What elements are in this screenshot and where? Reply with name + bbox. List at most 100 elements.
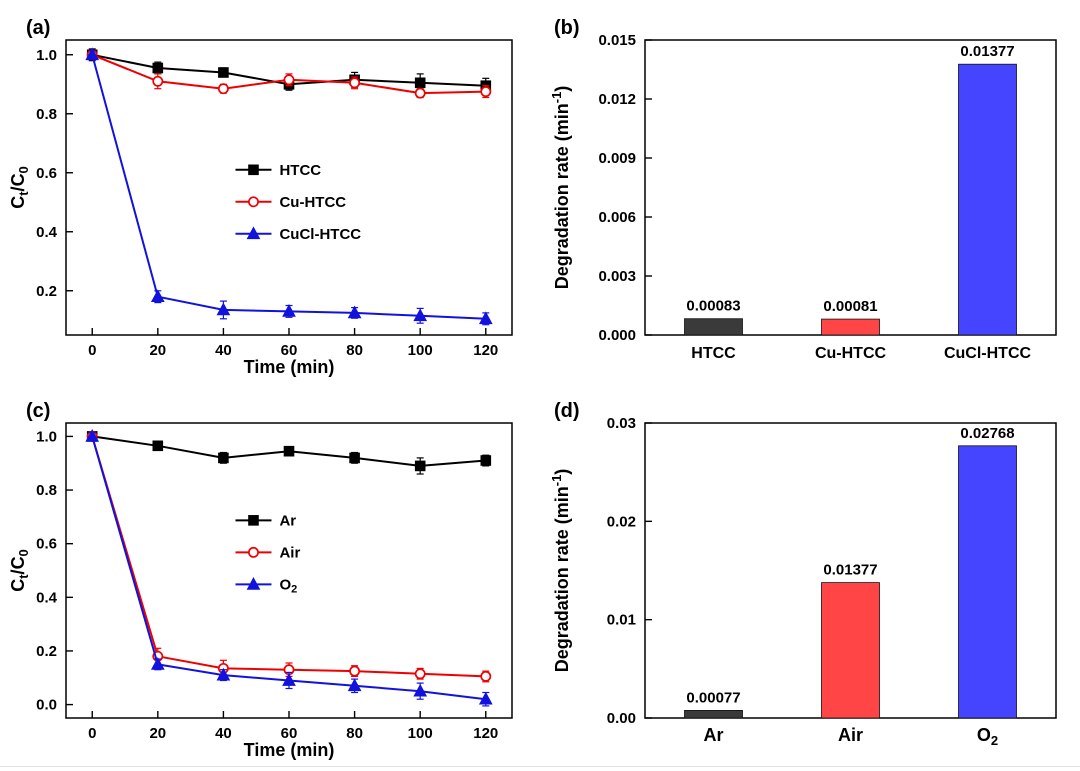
x-tick-label: 80 xyxy=(346,725,363,742)
bar-value-label: 0.00083 xyxy=(686,298,740,315)
x-tick-label: 40 xyxy=(215,725,232,742)
legend-label: Cu-HTCC xyxy=(279,194,346,211)
y-tick-label: 0.00 xyxy=(607,710,636,727)
marker-circle xyxy=(283,74,295,86)
panel-label: (c) xyxy=(26,400,50,422)
category-label: HTCC xyxy=(691,345,736,362)
x-tick-label: 20 xyxy=(149,342,166,359)
marker-square xyxy=(248,515,259,526)
bar xyxy=(821,318,880,336)
marker-square xyxy=(480,455,492,466)
panel-b-degradation-rate-bar-chart: (b) 0.000 0.003 0.006 0.009 0.012 0.015 0.00083… xyxy=(540,0,1080,383)
marker-square xyxy=(218,67,229,78)
bar xyxy=(821,582,880,719)
bar xyxy=(958,63,1017,336)
bar xyxy=(684,709,743,719)
marker-circle xyxy=(414,87,426,99)
x-tick-label: 60 xyxy=(281,725,298,742)
x-tick-label: 0 xyxy=(88,342,96,359)
category-label: Air xyxy=(838,725,863,745)
marker-circle xyxy=(480,86,492,98)
marker-triangle xyxy=(478,311,493,325)
bar-value-label: 0.01377 xyxy=(823,562,877,579)
category-label: O2 xyxy=(977,725,998,748)
x-tick-label: 100 xyxy=(408,725,433,742)
marker-triangle xyxy=(347,678,362,692)
y-tick-label: 1.0 xyxy=(36,47,57,64)
marker-triangle xyxy=(478,691,493,705)
legend-label: Ar xyxy=(279,512,296,529)
marker-triangle xyxy=(216,667,231,681)
y-tick-label: 0.8 xyxy=(36,482,57,499)
marker-triangle xyxy=(150,657,165,670)
x-tick-label: 40 xyxy=(215,342,232,359)
marker-triangle xyxy=(85,47,100,61)
marker-triangle xyxy=(413,308,428,322)
panel-label: (a) xyxy=(26,17,50,39)
y-tick-label: 0.2 xyxy=(36,283,57,300)
bar xyxy=(958,445,1017,719)
marker-triangle xyxy=(413,683,428,697)
marker-triangle xyxy=(347,305,362,319)
line-chart-svg: (c) 0 20 40 60 80 100 120 0.0 0.2 0.4 0.6 0.8 1.0 Ar Ai… xyxy=(8,400,513,760)
y-tick-label: 0.012 xyxy=(598,91,636,108)
marker-triangle xyxy=(216,302,231,316)
y-tick-label: 1.0 xyxy=(36,428,57,445)
category-label: Ar xyxy=(703,725,723,745)
bar-value-label: 0.02768 xyxy=(960,425,1014,442)
bar-chart-svg: (d) 0.00 0.01 0.02 0.03 0.00077 Ar 0.01377 Air 0.… xyxy=(549,400,1057,748)
marker-square xyxy=(283,445,295,457)
x-tick-label: 60 xyxy=(281,342,298,359)
marker-circle xyxy=(152,75,164,87)
legend-label: HTCC xyxy=(279,162,321,179)
bar-value-label: 0.00081 xyxy=(823,298,877,315)
panel-label: (d) xyxy=(554,400,580,422)
marker-circle xyxy=(480,670,492,682)
marker-circle xyxy=(349,77,361,89)
y-tick-label: 0.0 xyxy=(36,697,57,714)
marker-triangle xyxy=(85,429,100,442)
marker-circle xyxy=(248,196,259,208)
panel-d-atmosphere-rate-bar-chart: (d) 0.00 0.01 0.02 0.03 0.00077 Ar 0.01377 Air 0.… xyxy=(540,383,1080,766)
y-tick-label: 0.2 xyxy=(36,643,57,660)
panel-label: (b) xyxy=(554,17,580,39)
bar xyxy=(684,318,743,336)
x-tick-label: 120 xyxy=(473,342,498,359)
y-tick-label: 0.009 xyxy=(598,150,636,167)
category-label: CuCl-HTCC xyxy=(944,345,1032,362)
y-tick-label: 0.01 xyxy=(607,612,636,629)
y-axis-title: Ct/C0 xyxy=(8,166,31,209)
y-tick-label: 0.02 xyxy=(607,513,636,530)
marker-square xyxy=(414,460,426,472)
marker-square xyxy=(349,452,360,464)
series-line xyxy=(91,436,486,701)
marker-circle xyxy=(349,665,361,677)
line-chart-svg: (a) 0 20 40 60 80 100 120 0.2 0.4 0.6 0.8 1.0 HTCC Cu-… xyxy=(8,17,513,377)
marker-square xyxy=(152,440,164,452)
marker-square xyxy=(248,164,259,176)
marker-circle xyxy=(248,546,259,558)
y-tick-label: 0.6 xyxy=(36,536,57,553)
bar-value-label: 0.01377 xyxy=(960,43,1014,60)
marker-circle xyxy=(414,668,426,680)
y-tick-label: 0.6 xyxy=(36,165,57,182)
marker-triangle xyxy=(246,576,261,590)
legend-label: Air xyxy=(279,544,300,561)
legend-label: CuCl-HTCC xyxy=(279,226,361,243)
marker-triangle xyxy=(150,289,165,303)
marker-triangle xyxy=(246,226,261,240)
y-tick-label: 0.000 xyxy=(598,327,636,344)
panel-a-degradation-curves-chart: (a) 0 20 40 60 80 100 120 0.2 0.4 0.6 0.8 1.0 HTCC Cu-… xyxy=(0,0,540,383)
y-axis-title: Ct/C0 xyxy=(8,549,31,592)
marker-square xyxy=(414,77,426,89)
marker-circle xyxy=(217,83,229,95)
bar-value-label: 0.00077 xyxy=(686,689,740,706)
x-tick-label: 80 xyxy=(346,342,363,359)
y-tick-label: 0.03 xyxy=(607,415,636,432)
x-axis-title: Time (min) xyxy=(244,357,335,377)
x-tick-label: 20 xyxy=(149,725,166,742)
legend-label: O2 xyxy=(279,576,297,595)
category-label: Cu-HTCC xyxy=(815,345,887,362)
y-tick-label: 0.4 xyxy=(36,589,58,606)
x-tick-label: 0 xyxy=(88,725,96,742)
